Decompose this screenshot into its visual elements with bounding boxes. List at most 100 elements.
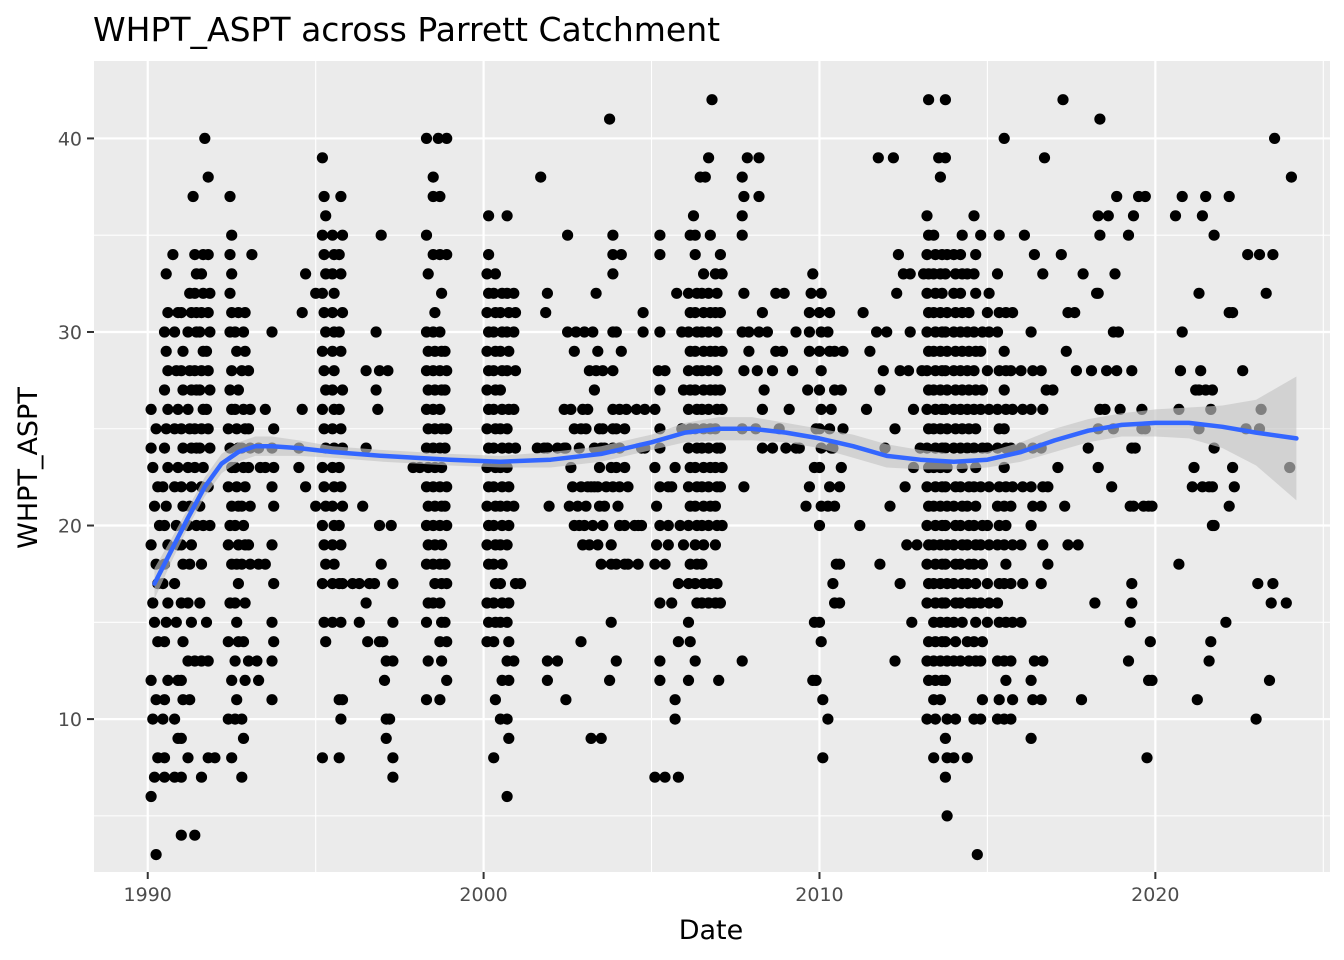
data-point: [204, 519, 216, 532]
data-point: [961, 578, 973, 590]
data-point: [998, 345, 1010, 357]
data-point: [541, 674, 554, 687]
data-point: [817, 694, 829, 706]
data-point: [605, 539, 617, 551]
data-point: [231, 616, 243, 628]
data-point: [434, 403, 446, 415]
data-point: [703, 326, 715, 338]
data-point: [373, 365, 386, 377]
data-point: [268, 423, 280, 435]
data-point: [1260, 287, 1272, 299]
data-point: [597, 519, 609, 532]
data-point: [202, 307, 214, 319]
x-axis: 1990 2000 2010 2020: [124, 872, 1180, 906]
data-point: [714, 307, 727, 319]
data-point: [649, 461, 661, 474]
data-point: [766, 442, 779, 454]
data-point: [1227, 307, 1239, 319]
data-point: [185, 481, 197, 493]
data-point: [939, 519, 952, 532]
data-point: [316, 519, 328, 532]
data-point: [509, 365, 522, 377]
data-point: [177, 442, 189, 454]
data-point: [488, 365, 500, 377]
data-point: [326, 229, 339, 241]
data-point: [1005, 578, 1017, 590]
data-point: [975, 713, 987, 725]
data-point: [975, 403, 987, 415]
data-point: [1000, 674, 1012, 687]
data-point: [674, 519, 686, 532]
data-point: [204, 326, 216, 338]
data-point: [1146, 674, 1158, 687]
data-point: [1174, 365, 1187, 377]
data-point: [654, 519, 666, 532]
data-point: [1126, 578, 1138, 590]
data-point: [1035, 500, 1047, 512]
y-axis-title: WHPT_ASPT: [13, 387, 44, 549]
data-point: [145, 442, 157, 454]
data-point: [184, 694, 196, 706]
data-point: [202, 171, 214, 183]
data-point: [1094, 113, 1106, 125]
data-point: [1042, 481, 1054, 493]
data-point: [1015, 539, 1027, 551]
data-point: [1126, 597, 1138, 609]
data-point: [815, 636, 827, 648]
data-point: [716, 345, 728, 357]
data-point: [778, 287, 790, 299]
data-point: [380, 732, 392, 745]
data-point: [378, 674, 391, 687]
data-point: [906, 616, 918, 628]
data-point: [983, 597, 995, 609]
data-point: [160, 268, 172, 280]
data-point: [170, 616, 182, 628]
data-point: [204, 442, 216, 454]
data-point: [587, 519, 599, 532]
data-point: [488, 403, 500, 415]
data-point: [968, 326, 980, 338]
data-point: [1203, 655, 1215, 667]
data-point: [822, 713, 834, 725]
data-point: [583, 539, 596, 551]
data-point: [934, 171, 947, 183]
data-point: [1057, 94, 1069, 106]
data-point: [268, 578, 280, 590]
data-point: [229, 597, 241, 609]
data-point: [588, 384, 601, 396]
data-point: [582, 403, 594, 415]
data-point: [1106, 481, 1118, 493]
data-point: [200, 616, 213, 628]
data-point: [1005, 365, 1017, 377]
data-point: [834, 597, 846, 609]
data-point: [834, 481, 846, 493]
data-point: [353, 616, 365, 628]
data-point: [1017, 403, 1029, 415]
data-point: [296, 307, 308, 319]
data-point: [714, 442, 727, 454]
data-point: [1025, 481, 1037, 493]
data-point: [439, 558, 451, 570]
data-point: [824, 481, 836, 493]
data-point: [968, 558, 980, 570]
data-point: [677, 539, 690, 551]
data-point: [630, 403, 643, 415]
data-point: [921, 249, 933, 261]
data-point: [766, 365, 779, 377]
data-point: [316, 403, 328, 415]
x-tick-label: 2020: [1131, 884, 1179, 906]
data-point: [585, 732, 597, 745]
data-point: [894, 578, 906, 590]
data-point: [441, 423, 453, 435]
data-point: [560, 694, 572, 706]
data-point: [939, 365, 952, 377]
data-point: [956, 229, 968, 241]
data-point: [326, 384, 339, 396]
data-points: [145, 94, 1297, 861]
data-point: [968, 268, 980, 280]
data-point: [904, 326, 916, 338]
data-point: [189, 829, 201, 841]
y-axis: 10 20 30 40: [58, 128, 94, 731]
data-point: [572, 500, 584, 512]
data-point: [941, 307, 953, 319]
